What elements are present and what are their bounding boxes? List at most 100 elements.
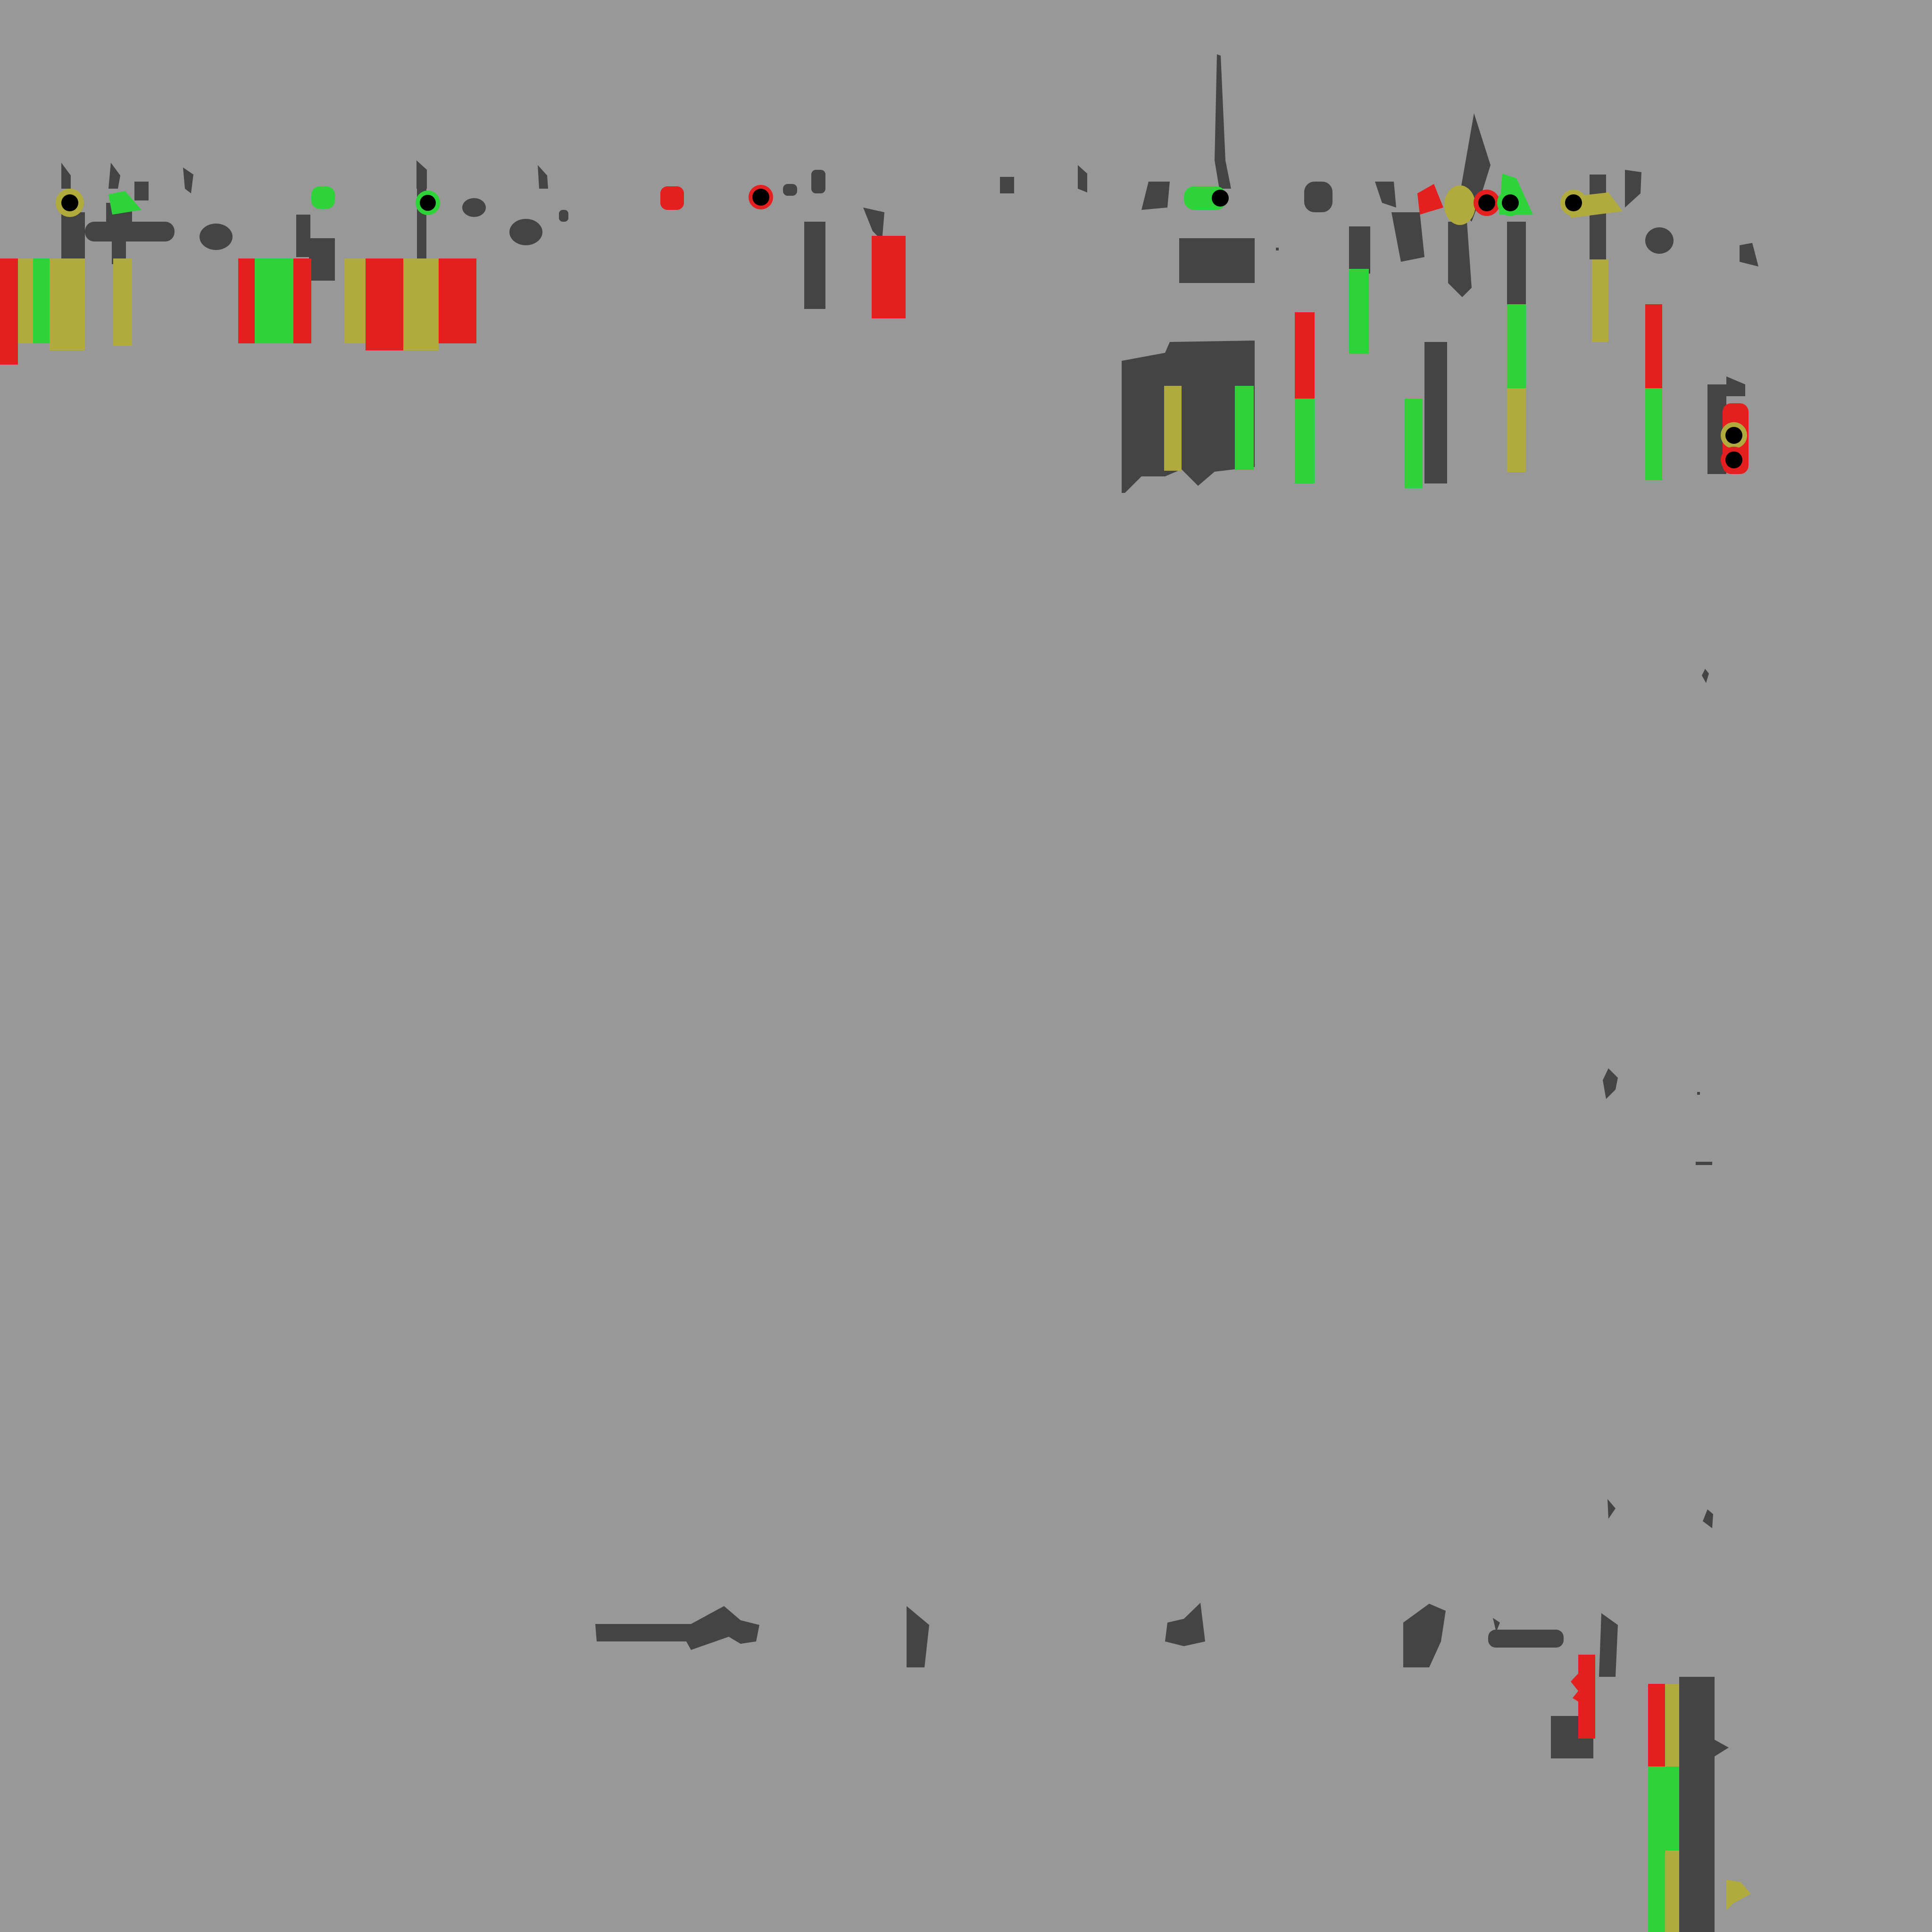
red-block <box>366 258 403 350</box>
dark-speck <box>1702 669 1709 683</box>
dark-shape <box>1078 165 1087 192</box>
dark-shape <box>1507 222 1526 304</box>
green-bar <box>1349 269 1369 354</box>
dark-shape <box>1276 248 1279 250</box>
dark-shape <box>462 198 486 217</box>
dark-shape <box>1000 177 1014 193</box>
olive-blob <box>1444 185 1475 225</box>
dark-shape <box>811 170 825 193</box>
dark-shape <box>61 163 71 189</box>
dark-shape <box>863 208 884 241</box>
black-dot <box>61 194 78 211</box>
green-block <box>108 191 142 215</box>
red-notch <box>1571 1674 1580 1703</box>
green-bar <box>1645 388 1662 480</box>
green-bar <box>1295 399 1315 483</box>
dark-shape <box>1707 1736 1729 1759</box>
dark-shape <box>783 184 797 196</box>
olive-block <box>344 258 366 343</box>
dark-spike <box>1215 54 1231 189</box>
dark-shape <box>1682 1844 1712 1882</box>
red-bar <box>1648 1684 1665 1766</box>
olive-bar <box>1665 1850 1679 1932</box>
dark-shape <box>1599 1613 1618 1677</box>
dark-shape <box>907 1606 929 1667</box>
dark-shape <box>1304 182 1332 212</box>
dark-shape <box>1165 1603 1205 1646</box>
black-dot <box>1725 451 1742 468</box>
top-right-cluster <box>1000 54 1758 493</box>
dark-speck <box>1607 1499 1616 1519</box>
dark-shape <box>1375 182 1396 208</box>
dark-shape <box>509 219 542 245</box>
dark-shape <box>309 238 335 281</box>
dark-shape <box>183 167 193 193</box>
dark-shape <box>108 163 120 189</box>
red-block <box>439 258 476 343</box>
dark-shape <box>296 215 310 257</box>
olive-block <box>403 258 439 350</box>
red-bar <box>1578 1655 1595 1739</box>
olive-blob <box>1726 1880 1751 1910</box>
red-block <box>872 236 906 318</box>
green-bar <box>1405 399 1423 488</box>
mid-right-specks <box>1603 669 1713 1528</box>
olive-bar <box>1592 259 1608 342</box>
olive-block <box>18 258 33 343</box>
dark-shape <box>85 222 175 242</box>
red-block <box>660 186 684 210</box>
dark-shape <box>1740 243 1758 266</box>
dark-speck <box>1697 1092 1700 1095</box>
green-bar <box>1507 304 1526 388</box>
bottom-cluster <box>595 1603 1751 1932</box>
dark-shape <box>1349 226 1370 274</box>
red-block <box>0 258 18 365</box>
dark-shape <box>1590 175 1606 259</box>
dark-speck <box>1703 1509 1713 1528</box>
dark-shape <box>1403 1604 1446 1667</box>
dark-shape <box>1391 212 1424 262</box>
dark-shape <box>1141 182 1170 210</box>
dark-shape <box>134 182 149 200</box>
black-dot <box>1502 194 1519 211</box>
red-bar <box>1295 312 1315 399</box>
green-block <box>255 258 293 343</box>
dark-shape <box>1179 238 1255 283</box>
red-blob <box>1417 184 1443 215</box>
olive-bar <box>1164 386 1182 471</box>
red-bar <box>1645 304 1662 388</box>
dark-shape <box>538 165 548 189</box>
dark-block <box>1122 341 1255 493</box>
dark-speck <box>1696 1162 1712 1165</box>
green-bar <box>1235 386 1254 470</box>
dark-shape <box>1682 1689 1712 1717</box>
dark-shape <box>61 212 85 259</box>
dark-shape <box>1448 222 1472 297</box>
green-bar <box>1648 1850 1665 1932</box>
olive-bar <box>1665 1684 1679 1766</box>
green-block <box>33 258 50 343</box>
dark-column <box>1679 1677 1715 1932</box>
dark-shape <box>1488 1630 1564 1648</box>
green-bar <box>1648 1766 1679 1850</box>
dark-shape <box>1493 1618 1500 1632</box>
dark-shape <box>1645 227 1674 254</box>
dark-block <box>1424 342 1447 483</box>
dark-shape <box>804 222 825 309</box>
olive-bar <box>1507 388 1526 472</box>
black-dot <box>752 189 769 206</box>
black-dot <box>420 195 436 211</box>
dark-shape <box>200 224 233 250</box>
dark-shape <box>416 160 427 189</box>
olive-block <box>113 258 132 346</box>
black-dot <box>1478 194 1495 211</box>
olive-block <box>50 258 85 350</box>
dark-speck <box>1603 1068 1618 1099</box>
black-dot <box>1725 427 1742 444</box>
dark-stroke <box>595 1606 759 1650</box>
dark-shape <box>559 210 568 222</box>
red-block <box>292 258 311 343</box>
green-block <box>311 186 335 209</box>
